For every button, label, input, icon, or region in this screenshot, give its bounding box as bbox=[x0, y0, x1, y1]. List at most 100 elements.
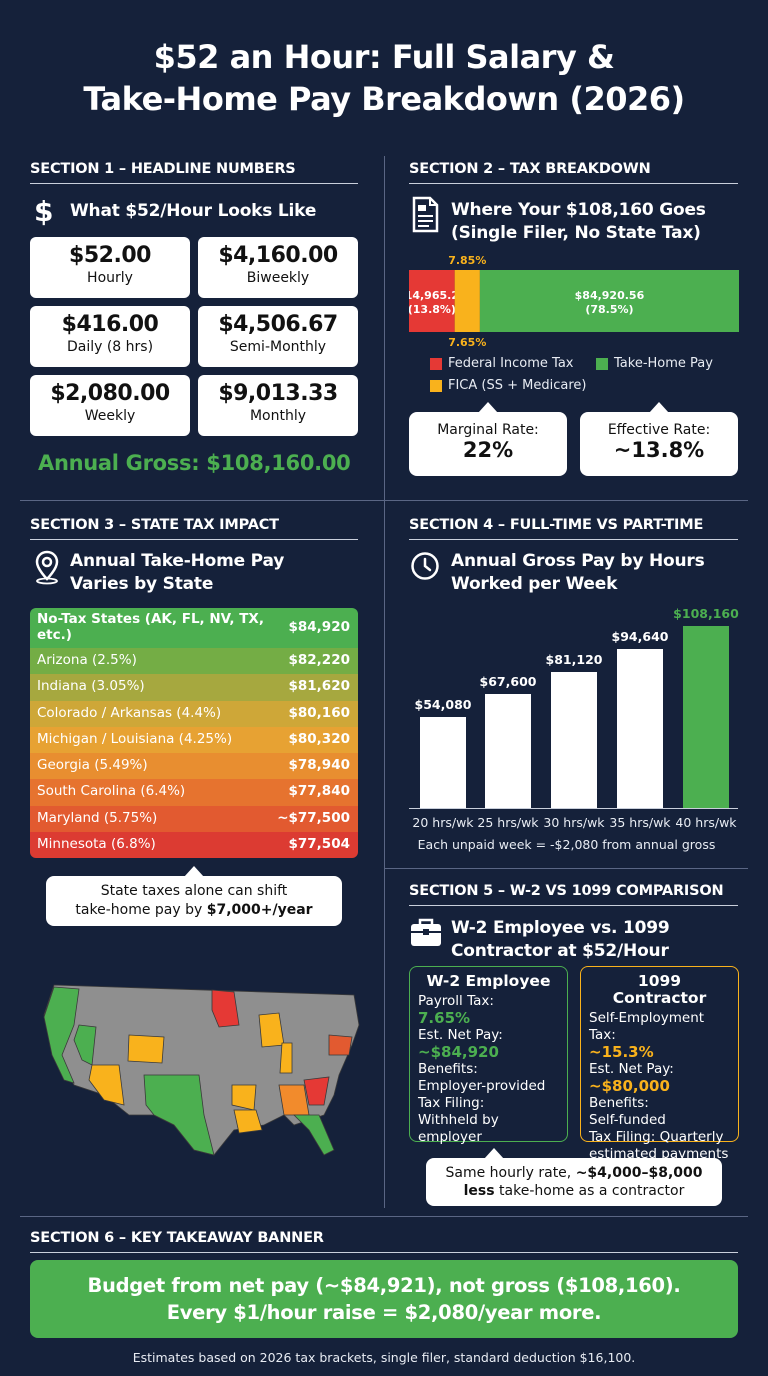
section-2-subtitle: Where Your $108,160 Goes (Single Filer, … bbox=[451, 199, 706, 245]
state-row: Michigan / Louisiana (4.25%) $80,320 bbox=[30, 726, 358, 753]
section-5-subtitle: W-2 Employee vs. 1099 Contractor at $52/… bbox=[451, 917, 670, 963]
tax-segment-1 bbox=[454, 270, 480, 332]
w2-benefits-value: Employer-provided bbox=[418, 1078, 546, 1094]
state-name: No-Tax States (AK, FL, NV, TX, etc.) bbox=[37, 611, 264, 643]
map-state-indiana bbox=[279, 1042, 293, 1074]
legend-federal-label: Federal Income Tax bbox=[448, 356, 574, 371]
state-row: Indiana (3.05%) $81,620 bbox=[30, 674, 358, 701]
legend-fica-label: FICA (SS + Medicare) bbox=[448, 378, 587, 393]
contractor-note-pointer bbox=[484, 1148, 504, 1159]
title-line-1: $52 an Hour: Full Salary & bbox=[153, 38, 615, 76]
w2-benefits-label: Benefits: bbox=[418, 1061, 478, 1077]
hours-bar-label: $81,120 bbox=[545, 651, 603, 667]
state-amount: $77,504 bbox=[288, 835, 351, 852]
contractor-net-value: ~$80,000 bbox=[589, 1077, 670, 1095]
w2-title: W-2 Employee bbox=[426, 972, 551, 990]
section-4-subtitle: Annual Gross Pay by Hours Worked per Wee… bbox=[451, 550, 705, 596]
hours-bar bbox=[683, 626, 729, 808]
map-state-georgia bbox=[278, 1084, 310, 1116]
tax-breakdown-chart: $14,965.20(13.8%) 7.85% 7.65% $84,920.56(78… bbox=[409, 254, 739, 348]
dollar-icon: $ bbox=[34, 195, 54, 228]
contractor-tax-label: Self-Employment Tax: bbox=[589, 1010, 705, 1043]
state-name: Indiana (3.05%) bbox=[37, 678, 145, 695]
tax-segment-2 bbox=[479, 270, 739, 332]
effective-rate-value: ~13.8% bbox=[613, 438, 705, 462]
contractor-note-line-1: Same hourly rate, ~$4,000–$8,000 bbox=[426, 1164, 722, 1182]
section-1-heading: SECTION 1 – HEADLINE NUMBERS bbox=[30, 161, 296, 177]
hours-x-label: 35 hrs/wk bbox=[609, 815, 671, 830]
vertical-divider bbox=[384, 156, 385, 1208]
hours-bar bbox=[551, 671, 597, 808]
page-title: $52 an Hour: Full Salary & Take-Home Pay… bbox=[0, 36, 768, 120]
state-row: Colorado / Arkansas (4.4%) $80,160 bbox=[30, 700, 358, 727]
legend-takehome-swatch bbox=[596, 358, 608, 370]
w2-tax-label: Payroll Tax: bbox=[418, 993, 494, 1009]
state-row: No-Tax States (AK, FL, NV, TX, etc.) $84,9… bbox=[30, 608, 358, 648]
section-3-subtitle: Annual Take-Home Pay Varies by State bbox=[70, 550, 284, 596]
map-state-minnesota bbox=[211, 989, 240, 1028]
state-amount: ~$77,500 bbox=[277, 809, 350, 826]
contractor-note-less: less bbox=[463, 1183, 495, 1199]
contractor-note: Same hourly rate, ~$4,000–$8,000 less ta… bbox=[426, 1158, 722, 1206]
briefcase-icon bbox=[411, 918, 441, 946]
state-name: South Carolina (6.4%) bbox=[37, 783, 186, 800]
pay-card-weekly: $2,080.00 Weekly bbox=[30, 375, 190, 436]
pay-card-label: Semi-Monthly bbox=[229, 339, 327, 355]
legend-fica-swatch bbox=[430, 380, 442, 392]
map-state-colorado bbox=[127, 1034, 165, 1064]
marginal-bubble-pointer bbox=[478, 402, 498, 413]
contractor-note-range: ~$4,000–$8,000 bbox=[575, 1165, 703, 1181]
hours-chart-note: Each unpaid week = -$2,080 from annual g… bbox=[417, 837, 716, 852]
horizontal-divider-1 bbox=[20, 500, 748, 501]
tax-segment-0 bbox=[409, 270, 455, 332]
hours-bar-label: $94,640 bbox=[611, 628, 669, 644]
section-5-rule bbox=[409, 905, 738, 906]
map-state-louisiana bbox=[233, 1109, 263, 1134]
hours-x-label: 25 hrs/wk bbox=[477, 815, 539, 830]
contractor-note-text: Same hourly rate, bbox=[445, 1165, 576, 1181]
pay-card-value: $416.00 bbox=[61, 312, 159, 337]
contractor-benefits-label: Benefits: bbox=[589, 1095, 649, 1111]
w2-filing-label: Tax Filing: bbox=[418, 1095, 485, 1111]
state-table: No-Tax States (AK, FL, NV, TX, etc.) $84,9… bbox=[30, 608, 358, 858]
hours-bar-label: $108,160 bbox=[673, 606, 739, 621]
hours-bar-label: $67,600 bbox=[479, 674, 537, 690]
section-1-rule bbox=[30, 183, 358, 184]
state-amount: $82,220 bbox=[288, 652, 351, 668]
map-state-florida bbox=[293, 1114, 335, 1156]
state-note-text: take-home pay by bbox=[75, 902, 207, 918]
contractor-title: 1099 Contractor bbox=[612, 972, 707, 1007]
pay-card-value: $52.00 bbox=[69, 243, 151, 268]
fica-bottom-label: 7.65% bbox=[448, 336, 486, 348]
hours-bar bbox=[420, 717, 466, 808]
section-1-subtitle: What $52/Hour Looks Like bbox=[70, 201, 317, 221]
section-3-heading: SECTION 3 – STATE TAX IMPACT bbox=[30, 517, 279, 533]
hours-x-label: 20 hrs/wk bbox=[412, 815, 474, 830]
w2-net-label: Est. Net Pay: bbox=[418, 1027, 503, 1043]
state-name-line: No-Tax States (AK, FL, NV, TX, bbox=[37, 611, 264, 627]
pay-card-value: $2,080.00 bbox=[50, 381, 170, 406]
contractor-net-label: Est. Net Pay: bbox=[589, 1061, 674, 1077]
state-name-line: etc.) bbox=[37, 627, 72, 643]
map-state-washington-california bbox=[43, 986, 80, 1084]
tax-segment-label: $14,965.20 bbox=[409, 289, 467, 302]
contractor-note-line-2: less take-home as a contractor bbox=[426, 1182, 722, 1200]
state-name: Georgia (5.49%) bbox=[37, 757, 148, 773]
section-2-subtitle-line-2: (Single Filer, No State Tax) bbox=[451, 223, 701, 243]
takeaway-line-1: Budget from net pay (~$84,921), not gros… bbox=[87, 1274, 681, 1297]
pay-card-label: Weekly bbox=[84, 408, 136, 424]
hours-x-label: 30 hrs/wk bbox=[543, 815, 605, 830]
contractor-benefits-value: Self-funded bbox=[589, 1112, 666, 1128]
legend-federal-swatch bbox=[430, 358, 442, 370]
section-2-heading: SECTION 2 – TAX BREAKDOWN bbox=[409, 161, 651, 177]
pay-card-label: Monthly bbox=[249, 408, 307, 424]
fica-top-label: 7.85% bbox=[448, 254, 486, 267]
map-state-texas bbox=[143, 1074, 215, 1156]
state-row: Minnesota (6.8%) $77,504 bbox=[30, 831, 358, 858]
section-3-rule bbox=[30, 539, 358, 540]
hours-x-label: 40 hrs/wk bbox=[675, 815, 737, 830]
w2-filing-value: Withheld by employer bbox=[418, 1112, 499, 1145]
map-state-arizona bbox=[88, 1064, 125, 1106]
state-note-line-2: take-home pay by $7,000+/year bbox=[46, 901, 342, 920]
state-name: Michigan / Louisiana (4.25%) bbox=[37, 730, 233, 747]
